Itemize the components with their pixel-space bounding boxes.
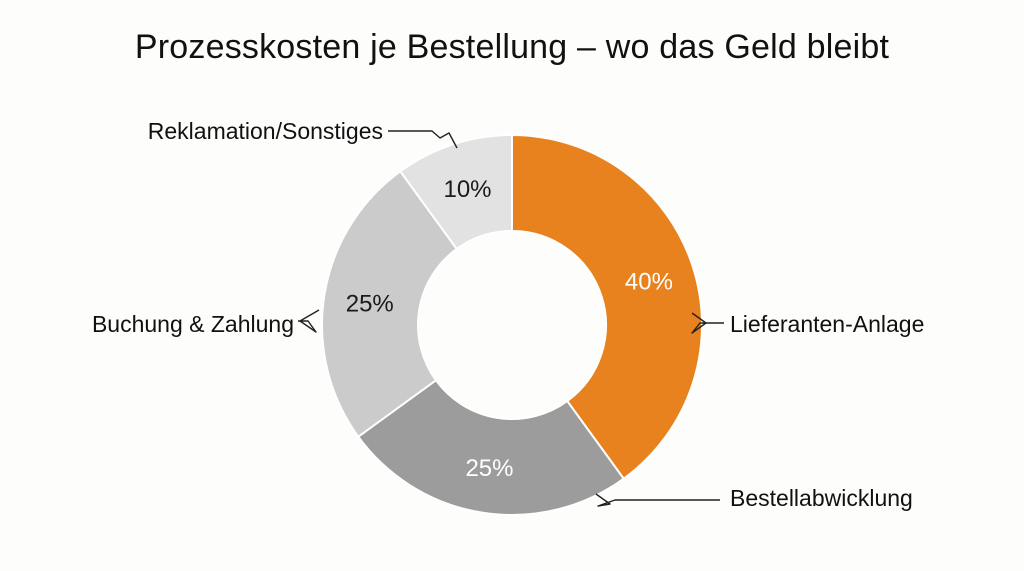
category-label-lieferanten-anlage: Lieferanten-Anlage (730, 311, 924, 337)
slice-bestellabwicklung (356, 378, 626, 516)
value-label-bestellabwicklung: 25% (465, 455, 513, 482)
leader-line-buchung-zahlung (298, 309, 320, 333)
value-label-reklamation-sonstiges: 10% (443, 176, 491, 203)
leader-line-bestellabwicklung (595, 493, 720, 507)
category-label-bestellabwicklung: Bestellabwicklung (730, 485, 913, 511)
slice-lieferanten-anlage (511, 133, 703, 481)
category-label-reklamation-sonstiges: Reklamation/Sonstiges (148, 118, 383, 144)
category-label-buchung-zahlung: Buchung & Zahlung (92, 311, 294, 337)
chart-title: Prozesskosten je Bestellung – wo das Gel… (134, 28, 890, 66)
slice-buchung-zahlung (321, 169, 459, 439)
value-label-buchung-zahlung: 25% (346, 290, 394, 317)
slice-reklamation-sonstiges (398, 133, 513, 251)
leader-line-reklamation-sonstiges (388, 130, 458, 149)
value-label-lieferanten-anlage: 40% (625, 269, 673, 296)
leader-line-lieferanten-anlage (691, 312, 724, 334)
